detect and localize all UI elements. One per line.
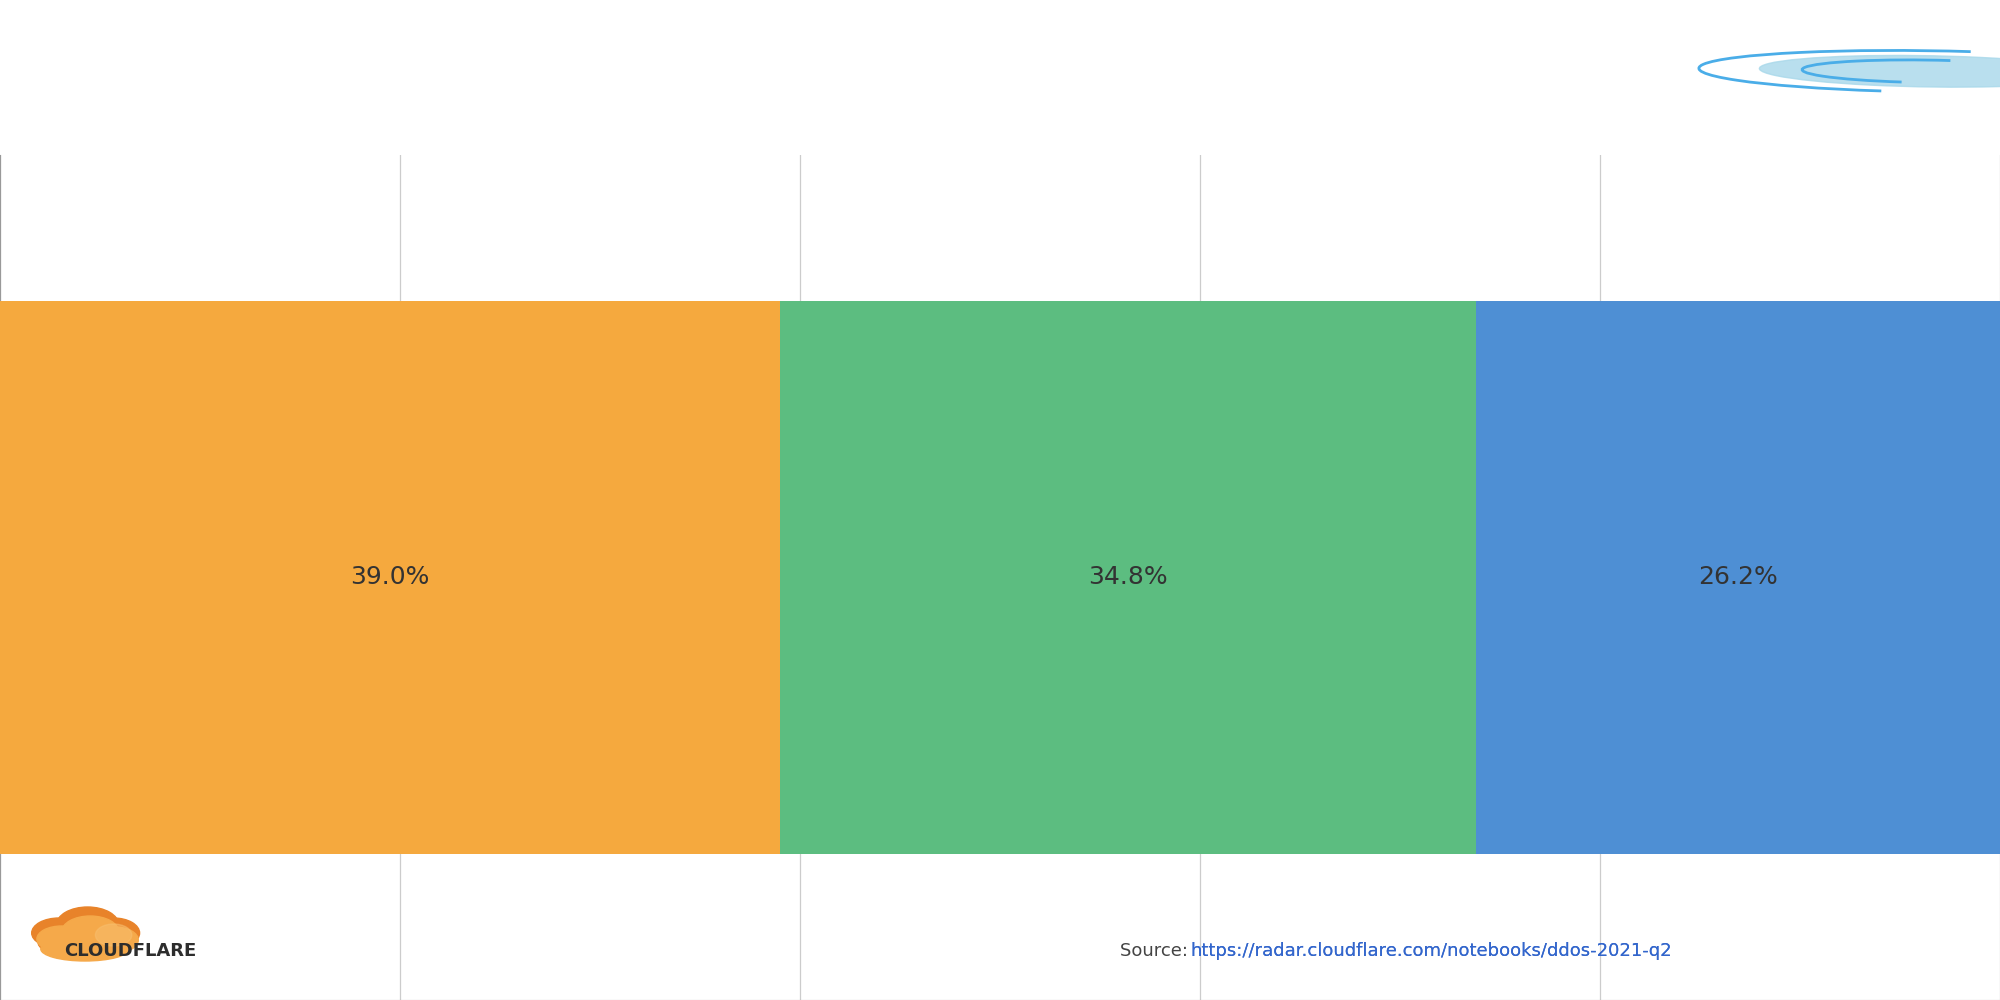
Ellipse shape [36, 926, 86, 952]
Text: CLOUDFLARE: CLOUDFLARE [64, 942, 196, 960]
Ellipse shape [1698, 50, 2000, 93]
Ellipse shape [96, 924, 132, 946]
Text: 34.8%: 34.8% [1088, 566, 1168, 589]
Bar [1476, 301, 2000, 854]
Ellipse shape [40, 937, 130, 961]
Ellipse shape [1760, 55, 2000, 87]
Text: 39.0%: 39.0% [350, 566, 430, 589]
Ellipse shape [38, 929, 132, 957]
Ellipse shape [62, 916, 118, 948]
Ellipse shape [32, 918, 86, 948]
Bar [780, 301, 1476, 854]
Text: 26.2%: 26.2% [1698, 566, 1778, 589]
Bar [0, 301, 780, 854]
Ellipse shape [92, 927, 138, 953]
Ellipse shape [56, 907, 118, 943]
Text: https://radar.cloudflare.com/notebooks/ddos-2021-q2: https://radar.cloudflare.com/notebooks/d… [1190, 942, 1672, 960]
Text: Network-Layer DDoS Attacks - Distribution by month: Network-Layer DDoS Attacks - Distributio… [56, 69, 1298, 111]
Text: https://radar.cloudflare.com/notebooks/ddos-2021-q2: https://radar.cloudflare.com/notebooks/d… [1190, 942, 1672, 960]
Ellipse shape [88, 918, 140, 948]
Text: Source:: Source: [1120, 942, 1194, 960]
